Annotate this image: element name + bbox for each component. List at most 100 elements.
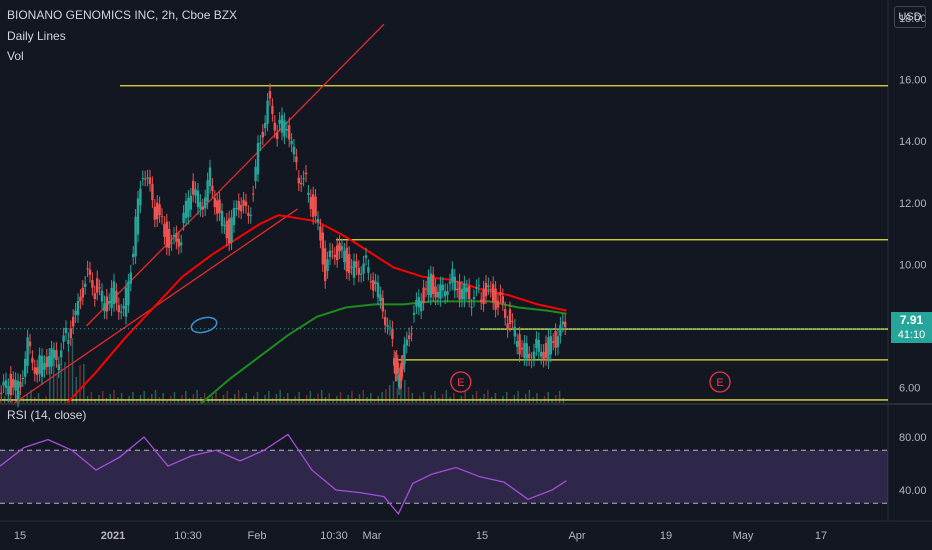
candle-body [259, 142, 262, 144]
volume-bar [517, 391, 519, 403]
candle-body [391, 328, 394, 340]
candle-body [388, 327, 392, 329]
earnings-marker-icon [450, 371, 472, 393]
rsi-title[interactable]: RSI (14, close) [7, 408, 87, 422]
volume-bar [166, 400, 168, 403]
candle-body [463, 283, 466, 300]
candle-body [21, 377, 24, 380]
candle-body [220, 210, 224, 226]
candle-body [40, 355, 44, 377]
volume-bar [302, 399, 304, 403]
candle-body [477, 285, 480, 287]
volume-bar [407, 387, 410, 403]
candle-body [132, 253, 135, 258]
candle-body [67, 340, 70, 344]
candle-body [496, 300, 500, 308]
candle-body [230, 217, 233, 243]
volume-bar [358, 394, 361, 403]
volume-bar [362, 390, 364, 403]
candle-body [55, 349, 58, 361]
candle-body [511, 320, 514, 322]
volume-bar [113, 390, 115, 403]
volume-bar [192, 394, 195, 403]
candle-body [228, 218, 231, 244]
price-tick-label: 12.00 [899, 198, 927, 210]
candle-body [225, 220, 228, 239]
candle-body [360, 273, 363, 275]
volume-bar [339, 392, 342, 403]
candle-body [362, 263, 365, 274]
candle-body [194, 189, 197, 196]
candle-body [321, 232, 324, 265]
volume-bar [509, 399, 512, 403]
volume-bar [222, 395, 225, 403]
time-tick-label: Apr [568, 530, 585, 542]
rsi-tick-label: 80.00 [899, 432, 927, 444]
candle-body [19, 381, 22, 388]
volume-bar [332, 400, 334, 403]
volume-bar [347, 395, 349, 403]
volume-bar [279, 390, 281, 403]
candle-body [196, 190, 200, 208]
candle-body [38, 355, 41, 374]
indicator-vol[interactable]: Vol [7, 49, 24, 63]
indicator-daily-lines[interactable]: Daily Lines [7, 29, 66, 43]
candle-body [357, 267, 360, 275]
candle-body [523, 342, 526, 358]
volume-bar [26, 394, 28, 403]
candle-body [530, 359, 533, 361]
candle-body [177, 238, 180, 247]
candle-body [232, 208, 236, 226]
candle-body [60, 350, 63, 358]
candle-body [324, 248, 327, 282]
volume-bar [60, 363, 62, 403]
candle-body [484, 282, 488, 297]
candle-body [33, 367, 36, 374]
candle-body [213, 197, 216, 208]
candle-body [12, 379, 15, 388]
volume-bar [249, 400, 251, 403]
price-tick-label: 14.00 [899, 136, 927, 148]
volume-bar [234, 394, 236, 403]
candle-body [544, 343, 548, 358]
volume-bar [98, 395, 100, 403]
candle-body [376, 282, 380, 298]
volume-bar [173, 392, 176, 403]
volume-bar [305, 395, 308, 403]
candle-body [120, 311, 123, 313]
volume-bar [37, 393, 40, 403]
candle-body [554, 330, 557, 349]
volume-bar [75, 377, 78, 403]
volume-bar [245, 393, 247, 403]
candle-body [364, 255, 368, 258]
volume-bar [286, 393, 289, 403]
candle-body [300, 182, 303, 185]
rsi-band [0, 450, 888, 504]
candle-body [62, 335, 65, 342]
volume-bar [381, 392, 383, 403]
time-tick-label: May [733, 530, 754, 542]
candle-body [268, 91, 272, 99]
candle-body [280, 115, 284, 133]
candle-body [403, 344, 406, 365]
candle-body [340, 246, 344, 251]
candle-body [302, 178, 305, 180]
currency-button[interactable]: USD [894, 6, 926, 28]
candle-body [81, 287, 84, 298]
candle-body [249, 215, 252, 217]
candle-body [187, 197, 190, 217]
volume-bar [268, 391, 270, 403]
candle-body [401, 362, 404, 370]
volume-bar [109, 394, 112, 403]
volume-bar [558, 391, 561, 403]
candle-body [475, 287, 478, 289]
chart-title: BIONANO GENOMICS INC, 2h, Cboe BZX [7, 8, 238, 22]
volume-bar [555, 395, 557, 403]
candle-body [112, 281, 116, 305]
candle-body [458, 281, 461, 300]
volume-bar [94, 399, 96, 403]
earnings-marker-icon [709, 371, 731, 393]
candle-body [374, 281, 377, 284]
